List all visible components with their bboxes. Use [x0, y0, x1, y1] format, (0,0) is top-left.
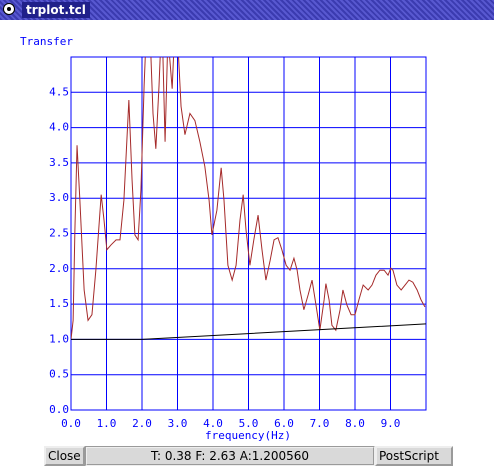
x-tick-label: 8.0 — [345, 417, 365, 430]
chart: Transfer frequency(Hz) 0.0 1.0 2.0 3.0 4.0 5.… — [20, 35, 427, 442]
status-label: T: 0.38 F: 2.63 A:1.200560 — [85, 446, 375, 466]
plot-area — [71, 57, 426, 340]
x-tick-label: 5.0 — [239, 417, 259, 430]
y-tick-label: 2.5 — [49, 227, 69, 240]
x-tick-label: 0.0 — [61, 417, 81, 430]
button-bar: Close T: 0.38 F: 2.63 A:1.200560 PostScr… — [0, 446, 494, 468]
window-title: trplot.tcl — [22, 2, 90, 18]
y-tick-label: 0.0 — [49, 403, 69, 416]
y-tick-label: 3.5 — [49, 156, 69, 169]
postscript-button[interactable]: PostScript — [375, 446, 453, 466]
x-axis-label: frequency(Hz) — [205, 429, 291, 442]
window-icon[interactable] — [3, 3, 15, 15]
title-bar: trplot.tcl — [0, 0, 494, 20]
y-tick-label: 4.0 — [49, 121, 69, 134]
x-tick-label: 6.0 — [274, 417, 294, 430]
x-tick-label: 9.0 — [381, 417, 401, 430]
x-tick-label: 7.0 — [310, 417, 330, 430]
y-tick-label: 1.5 — [49, 297, 69, 310]
y-axis-label: Transfer — [20, 35, 73, 48]
y-tick-label: 3.0 — [49, 191, 69, 204]
data-line — [71, 57, 426, 340]
data-line — [71, 323, 426, 340]
y-tick-label: 0.5 — [49, 368, 69, 381]
close-button[interactable]: Close — [44, 446, 85, 466]
y-tick-label: 4.5 — [49, 85, 69, 98]
y-tick-label: 2.0 — [49, 262, 69, 275]
x-tick-label: 3.0 — [168, 417, 188, 430]
x-tick-label: 1.0 — [97, 417, 117, 430]
x-tick-label: 2.0 — [132, 417, 152, 430]
y-tick-label: 1.0 — [49, 332, 69, 345]
x-tick-label: 4.0 — [203, 417, 223, 430]
